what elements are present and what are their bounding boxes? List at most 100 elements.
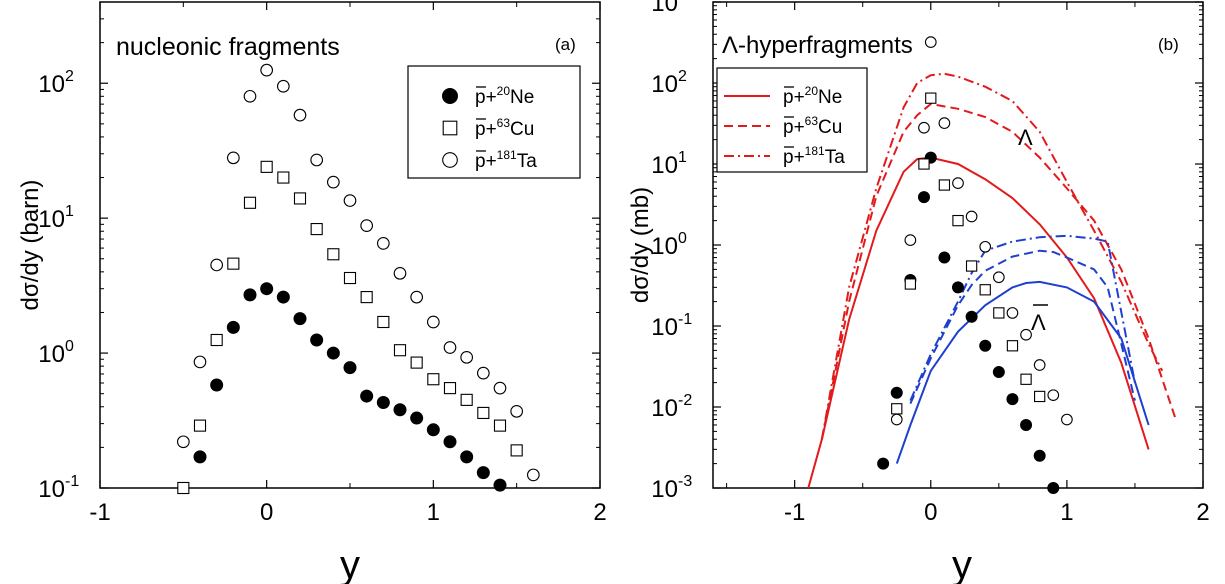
data-point-filled-circle xyxy=(1020,418,1033,431)
b-ytick-exp: -1 xyxy=(678,311,692,328)
data-point-open-square xyxy=(360,291,373,304)
antilambda-annotation: Λ xyxy=(1031,304,1048,335)
legend-label-sup: 20 xyxy=(805,84,819,98)
legend-label: p+20Ne xyxy=(783,84,842,108)
data-point-filled-circle xyxy=(443,435,457,449)
data-point-open-circle xyxy=(260,63,274,77)
curve-lambda-cu xyxy=(820,102,1177,440)
data-point-open-circle xyxy=(979,240,992,253)
a-xtick-label: -1 xyxy=(89,499,110,526)
data-point-open-circle xyxy=(243,89,257,103)
panel-b-title: Λ-hyperfragments xyxy=(722,32,913,59)
a-ytick-exp: 1 xyxy=(65,203,74,220)
data-point-open-square xyxy=(310,222,323,236)
data-point-open-circle xyxy=(376,237,390,250)
data-point-open-square xyxy=(493,419,507,432)
legend-label-post: Cu xyxy=(818,117,842,138)
data-point-open-square xyxy=(210,333,223,347)
data-point-open-square xyxy=(410,356,423,369)
data-point-open-circle xyxy=(226,151,240,165)
data-point-open-circle xyxy=(393,266,407,280)
data-point-open-square xyxy=(377,315,390,329)
a-xtick-label: 1 xyxy=(427,499,440,526)
a-ytick-exp: 0 xyxy=(65,338,74,355)
legend-label-pre: p+ xyxy=(475,87,497,108)
panel-a-ylabel: dσ/dy (barn) xyxy=(17,180,44,311)
curve-antilambda-cu xyxy=(909,249,1136,405)
data-point-open-square xyxy=(227,257,240,270)
legend-label-pre: p+ xyxy=(475,151,497,172)
data-point-open-square xyxy=(243,196,257,209)
data-point-open-circle xyxy=(1033,359,1046,371)
data-point-filled-circle xyxy=(938,251,951,264)
legend-label: p+181Ta xyxy=(783,144,845,168)
data-point-open-circle xyxy=(924,36,937,48)
data-point-filled-circle xyxy=(1047,482,1060,494)
data-point-filled-circle xyxy=(293,312,307,326)
b-ytick-label: 10 xyxy=(651,152,678,179)
data-point-open-circle xyxy=(510,404,524,418)
b-xtick-label: 2 xyxy=(1196,499,1209,526)
data-point-open-square xyxy=(393,344,407,357)
legend-box xyxy=(407,65,581,179)
legend-label-sup: 63 xyxy=(805,114,819,128)
data-point-filled-circle xyxy=(310,333,324,347)
data-point-open-circle xyxy=(1061,413,1073,426)
antilambda-label: Λ xyxy=(1031,310,1046,335)
legend-label-post: Ne xyxy=(818,87,842,108)
legend-marker-open-square xyxy=(442,120,458,136)
data-point-open-circle xyxy=(992,271,1005,284)
a-ytick-label: 10 xyxy=(38,206,65,233)
data-point-open-circle xyxy=(890,413,903,426)
data-point-filled-circle xyxy=(979,339,992,352)
data-point-filled-circle xyxy=(460,450,474,464)
data-point-open-circle xyxy=(1006,307,1019,319)
b-ytick-exp: 1 xyxy=(678,149,687,166)
data-point-filled-circle xyxy=(343,361,357,375)
curve-antilambda-ta xyxy=(909,234,1136,402)
data-point-filled-circle xyxy=(890,386,903,399)
panel-b-lambda-hyperfragments: Λ-hyperfragments (b) y dσ/dy (mb) -1 0 1 21… xyxy=(627,0,1210,584)
b-ytick-exp: -3 xyxy=(678,473,692,490)
data-point-filled-circle xyxy=(426,423,440,437)
legend-label: p+20Ne xyxy=(475,84,534,108)
data-point-open-circle xyxy=(460,350,474,364)
legend-marker-open-circle xyxy=(442,152,458,168)
panel-a-nucleonic-fragments: nucleonic fragments (a) y dσ/dy (barn) -… xyxy=(17,1,607,584)
data-point-open-square xyxy=(1020,373,1032,385)
a-ytick-exp: 2 xyxy=(65,68,74,85)
data-point-open-square xyxy=(193,419,207,432)
data-point-filled-circle xyxy=(326,346,340,360)
data-point-filled-circle xyxy=(917,191,930,204)
panel-a-markers xyxy=(176,63,540,495)
data-point-filled-circle xyxy=(376,396,390,410)
data-point-open-square xyxy=(460,393,473,406)
data-point-filled-circle xyxy=(493,478,507,492)
data-point-open-square xyxy=(293,192,307,205)
data-point-open-circle xyxy=(1047,389,1060,402)
legend-label-pre: p+ xyxy=(475,119,497,140)
b-xtick-label: -1 xyxy=(784,499,805,526)
data-point-filled-circle xyxy=(226,320,240,334)
a-xtick-label: 0 xyxy=(260,499,273,526)
data-point-filled-circle xyxy=(992,366,1005,379)
data-point-filled-circle xyxy=(260,282,274,296)
a-ytick-label: 10 xyxy=(38,341,65,368)
data-point-open-square xyxy=(952,214,964,227)
data-point-open-circle xyxy=(326,175,340,189)
data-point-open-square xyxy=(277,171,290,184)
legend-label: p+63Cu xyxy=(475,116,534,140)
data-point-open-circle xyxy=(293,108,307,122)
data-point-filled-circle xyxy=(243,288,257,302)
data-point-open-circle xyxy=(904,234,917,246)
data-point-open-circle xyxy=(310,153,324,167)
data-point-open-circle xyxy=(443,341,457,354)
data-point-open-square xyxy=(177,481,190,495)
b-xtick-label: 0 xyxy=(924,499,937,526)
data-point-filled-circle xyxy=(1033,449,1046,462)
data-point-open-circle xyxy=(493,381,507,395)
data-point-open-circle xyxy=(1020,328,1032,341)
